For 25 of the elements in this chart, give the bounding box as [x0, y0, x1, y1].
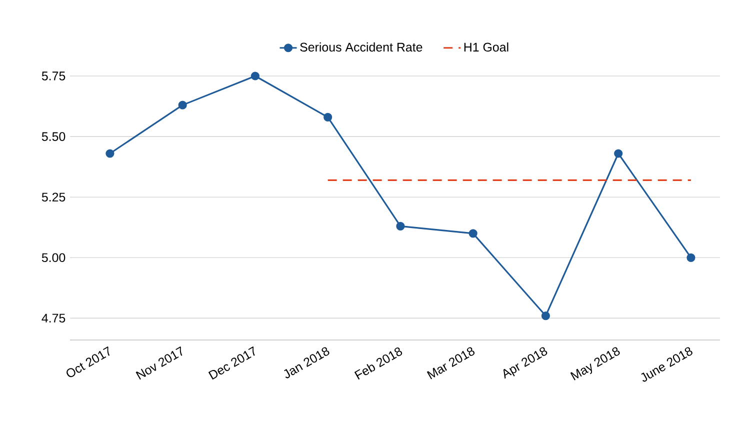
point	[178, 100, 187, 110]
point	[468, 229, 478, 238]
x-tick-label: Mar 2018	[426, 347, 475, 380]
point	[324, 112, 332, 122]
y-tick-label: 5.75	[42, 72, 66, 80]
x-tick-label: Nov 2017	[136, 346, 182, 380]
y-tick-label: 5.25	[42, 192, 66, 202]
x-tick-label: Oct 2017	[66, 346, 110, 378]
point	[106, 149, 114, 158]
x-tick-label: Jan 2018	[284, 347, 330, 378]
legend-label: H1 Goal	[464, 42, 508, 52]
x-tick-label: June 2018	[641, 347, 692, 382]
y-tick-label: 4.75	[42, 314, 66, 323]
point	[686, 253, 696, 262]
x-tick-label: May 2018	[570, 347, 620, 380]
y-tick-label: 5.50	[42, 132, 66, 141]
point	[541, 311, 550, 320]
y-tick-label: 5.00	[42, 253, 66, 262]
point	[614, 149, 623, 158]
legend-label: Serious Accident Rate	[300, 42, 422, 52]
point	[250, 72, 260, 80]
point	[396, 222, 405, 230]
x-tick-label: Dec 2017	[208, 346, 255, 380]
x-tick-label: Feb 2018	[354, 347, 402, 380]
x-tick-label: Apr 2018	[503, 347, 548, 379]
